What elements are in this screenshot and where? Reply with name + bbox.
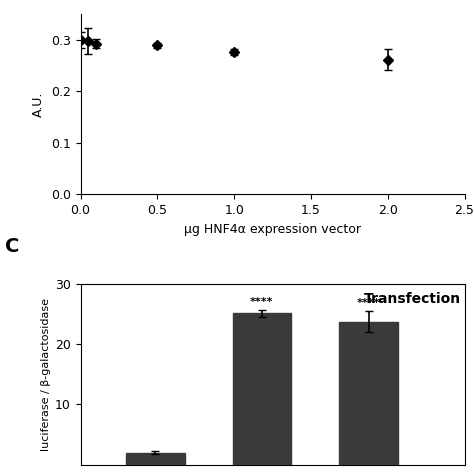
Bar bbox=[339, 322, 398, 465]
Text: C: C bbox=[5, 237, 19, 256]
Y-axis label: A.U.: A.U. bbox=[32, 91, 46, 117]
Text: Transfection: Transfection bbox=[364, 292, 461, 306]
Bar bbox=[233, 313, 291, 465]
Bar bbox=[126, 453, 184, 465]
Text: ****: **** bbox=[250, 297, 273, 307]
X-axis label: μg HNF4α expression vector: μg HNF4α expression vector bbox=[184, 223, 361, 236]
Text: ****: **** bbox=[357, 299, 380, 309]
Y-axis label: luciferase / β-galactosidase: luciferase / β-galactosidase bbox=[41, 298, 51, 451]
